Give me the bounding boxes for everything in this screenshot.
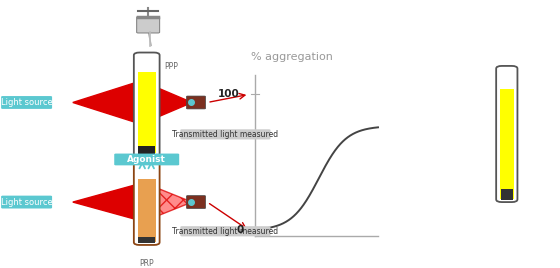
Bar (138, 72, 156, 153)
FancyBboxPatch shape (180, 226, 270, 236)
Text: % aggregation: % aggregation (251, 52, 333, 62)
FancyBboxPatch shape (114, 154, 179, 165)
Text: PPP: PPP (164, 62, 178, 71)
FancyBboxPatch shape (1, 96, 52, 109)
Bar (138, 179, 156, 242)
Text: 100: 100 (217, 89, 239, 99)
Polygon shape (157, 188, 192, 216)
Text: Agonist: Agonist (127, 155, 166, 164)
Text: Transmitted light measured: Transmitted light measured (172, 130, 278, 139)
Text: Light source: Light source (1, 198, 53, 207)
Bar (501, 189, 513, 200)
Polygon shape (73, 185, 136, 219)
Polygon shape (157, 88, 192, 117)
Text: Transmitted light measured: Transmitted light measured (172, 227, 278, 236)
FancyBboxPatch shape (180, 129, 270, 139)
Text: 0: 0 (236, 225, 244, 236)
FancyBboxPatch shape (1, 196, 52, 209)
FancyBboxPatch shape (134, 162, 160, 245)
Polygon shape (73, 82, 136, 122)
FancyBboxPatch shape (134, 53, 160, 157)
Text: Light source: Light source (1, 98, 53, 107)
FancyBboxPatch shape (186, 196, 206, 209)
Text: PRP: PRP (139, 259, 154, 268)
Bar (138, 147, 155, 155)
Bar (138, 237, 155, 243)
FancyBboxPatch shape (496, 66, 517, 202)
FancyBboxPatch shape (137, 17, 160, 33)
FancyBboxPatch shape (186, 96, 206, 109)
Bar (500, 89, 514, 199)
